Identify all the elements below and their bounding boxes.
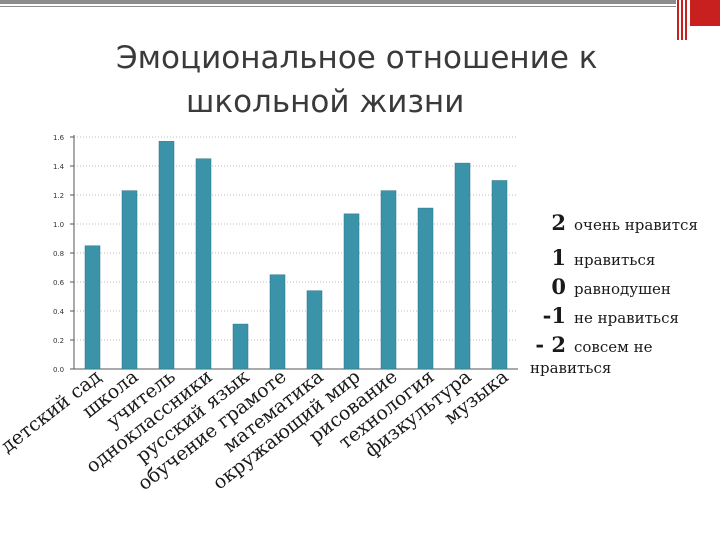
slide-title-line-2: школьной жизни bbox=[186, 84, 465, 120]
legend-item-indifferent: 0 равнодушен bbox=[528, 274, 671, 299]
legend-label: совсем не bbox=[574, 338, 653, 356]
y-tick-label: 0.0 bbox=[53, 366, 64, 374]
header-decoration bbox=[0, 0, 720, 40]
legend-label: очень нравится bbox=[574, 216, 698, 234]
legend-label: не нравиться bbox=[574, 309, 679, 327]
legend-item-strong-dislike: - 2 совсем не bbox=[528, 332, 652, 357]
legend-code: 1 bbox=[551, 245, 566, 270]
legend-code: - 2 bbox=[535, 332, 566, 357]
legend-code: 0 bbox=[551, 274, 566, 299]
header-gray-bar bbox=[0, 0, 676, 4]
legend-item-like: 1 нравиться bbox=[528, 245, 655, 270]
bar-6 bbox=[269, 274, 286, 370]
bar-4 bbox=[195, 158, 212, 370]
bar-7 bbox=[306, 290, 323, 370]
bar-9 bbox=[380, 190, 397, 370]
bar-2 bbox=[121, 190, 138, 370]
y-tick-label: 1.4 bbox=[53, 163, 65, 171]
bar-3 bbox=[158, 141, 175, 370]
bars bbox=[84, 141, 508, 370]
x-axis-labels: детский садшколаучительодноклассникирусс… bbox=[0, 366, 513, 495]
y-tick-label: 1.0 bbox=[53, 221, 64, 229]
bar-12 bbox=[491, 180, 508, 370]
legend-item-dislike: -1 не нравиться bbox=[528, 303, 679, 328]
y-tick-label: 0.6 bbox=[53, 279, 65, 287]
header-red-block bbox=[690, 0, 720, 26]
legend-label: равнодушен bbox=[574, 280, 671, 298]
y-tick-label: 1.6 bbox=[53, 134, 65, 142]
y-tick-label: 0.4 bbox=[53, 308, 65, 316]
legend-continuation: нравиться bbox=[530, 359, 612, 377]
bar-10 bbox=[417, 207, 434, 370]
y-axis: 0.0 0.2 0.4 0.6 0.8 1.0 1.2 1.4 1.6 bbox=[53, 134, 518, 374]
bar-8 bbox=[343, 213, 360, 370]
bar-1 bbox=[84, 245, 101, 370]
legend-code: -1 bbox=[542, 303, 566, 328]
bar-5 bbox=[232, 323, 249, 370]
y-tick-label: 0.2 bbox=[53, 337, 64, 345]
slide-title: Эмоциональное отношение к школьной жизни bbox=[60, 36, 680, 124]
bar-11 bbox=[454, 162, 471, 370]
y-tick-label: 1.2 bbox=[53, 192, 64, 200]
legend-item-very-like: 2 очень нравится bbox=[528, 210, 698, 235]
slide-title-line-1: Эмоциональное отношение к bbox=[116, 40, 598, 76]
y-tick-label: 0.8 bbox=[53, 250, 64, 258]
legend-code: 2 bbox=[551, 210, 566, 235]
legend-label: нравиться bbox=[574, 251, 656, 269]
